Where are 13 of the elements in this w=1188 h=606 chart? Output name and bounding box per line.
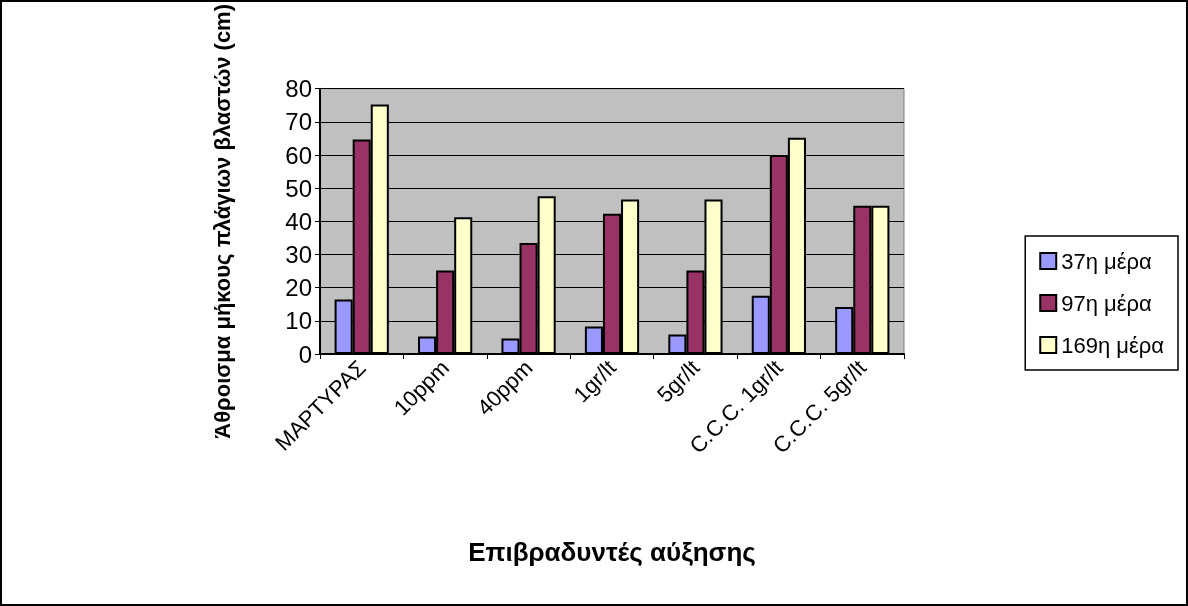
y-tick-label: 80 — [285, 75, 312, 103]
y-tick-label: 50 — [285, 174, 312, 202]
x-axis-title: Επιβραδυντές αύξησης — [468, 537, 756, 567]
legend-label: 97η μέρα — [1061, 290, 1153, 316]
y-tick-label: 70 — [285, 108, 312, 136]
y-tick-label: 10 — [285, 307, 312, 335]
legend-label: 37η μέρα — [1061, 248, 1153, 274]
y-tick-label: 30 — [285, 241, 312, 268]
y-tick-label: 20 — [285, 274, 312, 302]
legend-label: 169η μέρα — [1061, 332, 1165, 358]
y-tick-label: 40 — [285, 207, 312, 235]
y-tick-label: 60 — [285, 141, 312, 169]
y-axis-title: Άθροισμα μήκους πλάγιων βλαστών (cm) — [209, 4, 235, 439]
